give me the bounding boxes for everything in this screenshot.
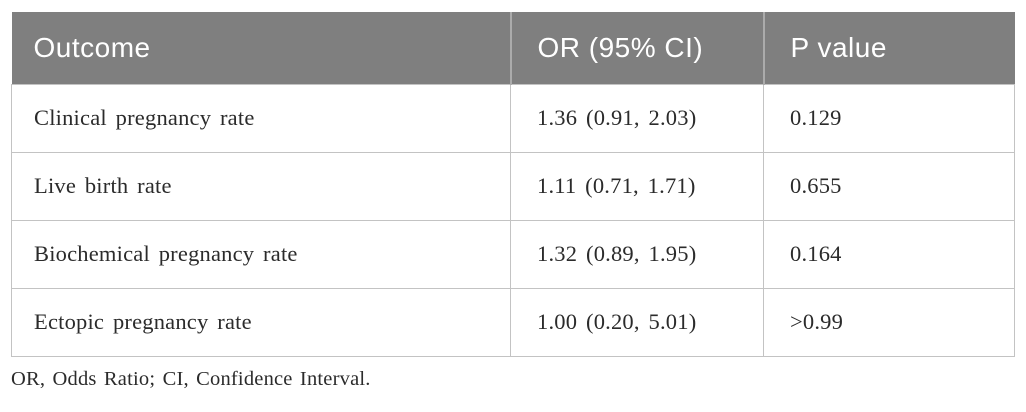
column-header-outcome: Outcome xyxy=(11,12,511,84)
cell-outcome: Live birth rate xyxy=(11,151,511,221)
column-header-or-ci: OR (95% CI) xyxy=(509,12,764,84)
cell-outcome: Ectopic pregnancy rate xyxy=(11,287,511,357)
cell-or-ci: 1.32 (0.89, 1.95) xyxy=(510,219,764,289)
cell-or-ci: 1.36 (0.91, 2.03) xyxy=(510,83,764,153)
cell-or-ci: 1.11 (0.71, 1.71) xyxy=(510,151,764,221)
cell-p-value: 0.129 xyxy=(763,83,1015,153)
outcomes-table: Outcome OR (95% CI) P value Clinical pre… xyxy=(11,12,1015,357)
outcomes-table-figure: Outcome OR (95% CI) P value Clinical pre… xyxy=(11,12,1015,391)
column-header-p-value: P value xyxy=(762,12,1015,84)
table-row: Ectopic pregnancy rate 1.00 (0.20, 5.01)… xyxy=(11,287,1015,357)
table-row: Live birth rate 1.11 (0.71, 1.71) 0.655 xyxy=(11,151,1015,221)
cell-outcome: Clinical pregnancy rate xyxy=(11,83,511,153)
cell-p-value: 0.164 xyxy=(763,219,1015,289)
cell-p-value: >0.99 xyxy=(763,287,1015,357)
cell-p-value: 0.655 xyxy=(763,151,1015,221)
table-row: Biochemical pregnancy rate 1.32 (0.89, 1… xyxy=(11,219,1015,289)
cell-outcome: Biochemical pregnancy rate xyxy=(11,219,511,289)
table-footnote: OR, Odds Ratio; CI, Confidence Interval. xyxy=(11,367,371,390)
table-header-row: Outcome OR (95% CI) P value xyxy=(11,12,1015,84)
table-row: Clinical pregnancy rate 1.36 (0.91, 2.03… xyxy=(11,83,1015,153)
table-body: Clinical pregnancy rate 1.36 (0.91, 2.03… xyxy=(11,83,1015,357)
cell-or-ci: 1.00 (0.20, 5.01) xyxy=(510,287,764,357)
